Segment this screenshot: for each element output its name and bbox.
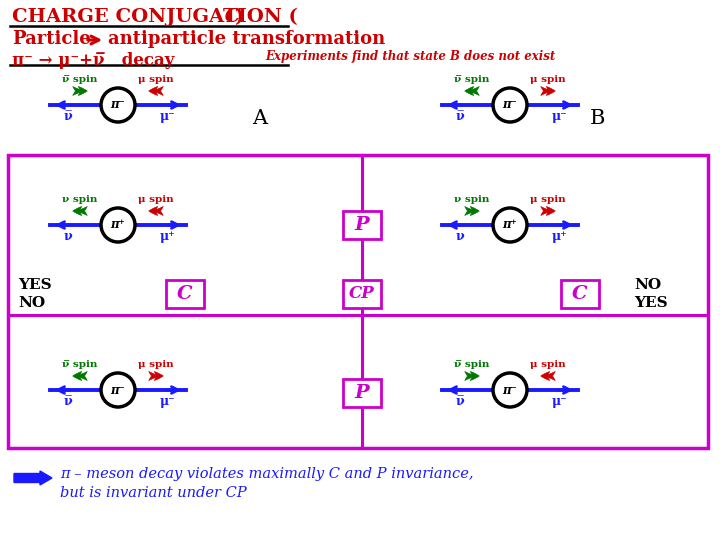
Text: NO: NO xyxy=(634,278,661,292)
Text: B: B xyxy=(590,109,606,127)
Text: CHARGE CONJUGATION (: CHARGE CONJUGATION ( xyxy=(12,8,298,26)
Text: π⁻: π⁻ xyxy=(503,383,518,396)
Text: ν̅: ν̅ xyxy=(63,110,73,123)
Text: C: C xyxy=(218,8,247,26)
Text: μ spin: μ spin xyxy=(138,195,174,204)
Text: μ spin: μ spin xyxy=(138,360,174,369)
FancyBboxPatch shape xyxy=(343,280,381,308)
Text: ν̅ spin: ν̅ spin xyxy=(63,360,98,369)
Text: π⁻ → μ⁻+ν̅   decay: π⁻ → μ⁻+ν̅ decay xyxy=(12,52,174,69)
Text: C: C xyxy=(572,285,588,303)
Ellipse shape xyxy=(101,208,135,242)
Ellipse shape xyxy=(493,373,527,407)
Text: C: C xyxy=(177,285,193,303)
Text: ν̅ spin: ν̅ spin xyxy=(454,360,490,369)
Text: ν̅ spin: ν̅ spin xyxy=(454,75,490,84)
Text: μ spin: μ spin xyxy=(530,75,566,84)
Text: μ⁺: μ⁺ xyxy=(552,230,568,243)
Text: but is invariant under CP: but is invariant under CP xyxy=(60,486,247,500)
Text: μ⁻: μ⁻ xyxy=(552,110,568,123)
Text: ν̅ spin: ν̅ spin xyxy=(63,75,98,84)
Text: ν̅: ν̅ xyxy=(63,395,73,408)
Text: NO: NO xyxy=(18,296,45,310)
Text: ): ) xyxy=(234,8,243,26)
Text: CP: CP xyxy=(349,286,375,302)
Text: π⁺: π⁺ xyxy=(111,219,125,232)
Text: π⁻: π⁻ xyxy=(503,98,518,111)
Ellipse shape xyxy=(493,88,527,122)
Text: ν̅: ν̅ xyxy=(456,110,464,123)
Text: A: A xyxy=(252,109,267,127)
Text: ν̅: ν̅ xyxy=(456,395,464,408)
FancyBboxPatch shape xyxy=(561,280,599,308)
Text: μ⁻: μ⁻ xyxy=(552,395,568,408)
Text: π – meson decay violates maximally C and P invariance,: π – meson decay violates maximally C and… xyxy=(60,467,474,481)
FancyBboxPatch shape xyxy=(343,379,381,407)
Text: ν: ν xyxy=(63,230,73,243)
FancyBboxPatch shape xyxy=(166,280,204,308)
Text: YES: YES xyxy=(634,296,667,310)
Text: μ⁻: μ⁻ xyxy=(160,110,176,123)
Text: YES: YES xyxy=(18,278,52,292)
Text: π⁻: π⁻ xyxy=(111,98,125,111)
Text: P: P xyxy=(355,384,369,402)
Text: ν: ν xyxy=(456,230,464,243)
Text: ν spin: ν spin xyxy=(454,195,490,204)
Text: π⁺: π⁺ xyxy=(503,219,518,232)
Text: μ spin: μ spin xyxy=(530,195,566,204)
Text: ν spin: ν spin xyxy=(63,195,98,204)
Text: Experiments find that state B does not exist: Experiments find that state B does not e… xyxy=(265,50,555,63)
Text: Particle: Particle xyxy=(12,30,91,48)
Text: μ⁻: μ⁻ xyxy=(160,395,176,408)
Text: μ⁺: μ⁺ xyxy=(160,230,176,243)
Text: μ spin: μ spin xyxy=(138,75,174,84)
Text: P: P xyxy=(355,216,369,234)
Text: π⁻: π⁻ xyxy=(111,383,125,396)
Ellipse shape xyxy=(101,373,135,407)
Text: antiparticle transformation: antiparticle transformation xyxy=(108,30,385,48)
Ellipse shape xyxy=(493,208,527,242)
FancyArrow shape xyxy=(14,471,52,485)
Ellipse shape xyxy=(101,88,135,122)
FancyBboxPatch shape xyxy=(343,211,381,239)
Text: μ spin: μ spin xyxy=(530,360,566,369)
